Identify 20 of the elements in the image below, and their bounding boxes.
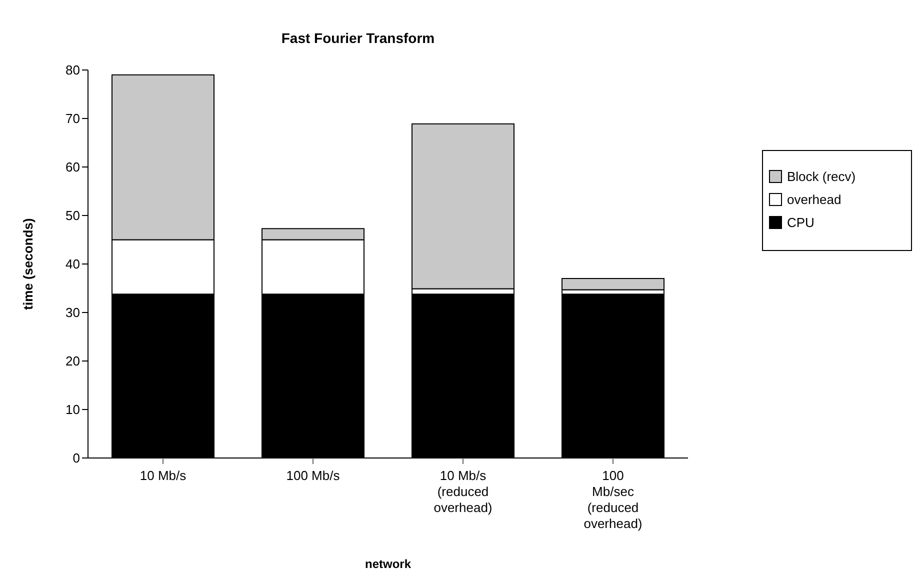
y-tick-label: 80 <box>66 62 80 78</box>
bar <box>562 278 664 290</box>
x-tick-label: 10 Mb/s <box>140 468 187 483</box>
x-axis-title: network <box>364 557 412 571</box>
x-tick-label: 10 Mb/s (reduced overhead) <box>434 468 492 515</box>
y-tick-label: 40 <box>66 256 80 272</box>
y-axis-title: time (seconds) <box>20 218 36 310</box>
legend-label: overhead <box>787 192 842 207</box>
y-tick-label: 50 <box>66 208 80 224</box>
legend-label: Block (recv) <box>787 169 856 184</box>
y-tick-label: 20 <box>66 354 80 369</box>
y-tick-label: 60 <box>66 160 80 175</box>
y-tick-label: 0 <box>72 450 80 466</box>
x-tick-label: 100 Mb/sec (reduced overhead) <box>584 468 642 531</box>
y-tick-label: 30 <box>66 305 80 320</box>
legend-label: CPU <box>787 215 814 230</box>
x-tick-label: 100 Mb/s <box>286 468 340 483</box>
y-tick-label: 10 <box>66 402 80 418</box>
y-tick-label: 70 <box>66 111 80 126</box>
chart-title: Fast Fourier Transform <box>280 30 436 46</box>
